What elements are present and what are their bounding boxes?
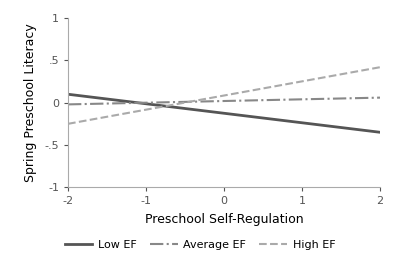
Y-axis label: Spring Preschool Literacy: Spring Preschool Literacy <box>24 23 38 182</box>
X-axis label: Preschool Self-Regulation: Preschool Self-Regulation <box>145 213 303 226</box>
Legend: Low EF, Average EF, High EF: Low EF, Average EF, High EF <box>60 236 340 255</box>
